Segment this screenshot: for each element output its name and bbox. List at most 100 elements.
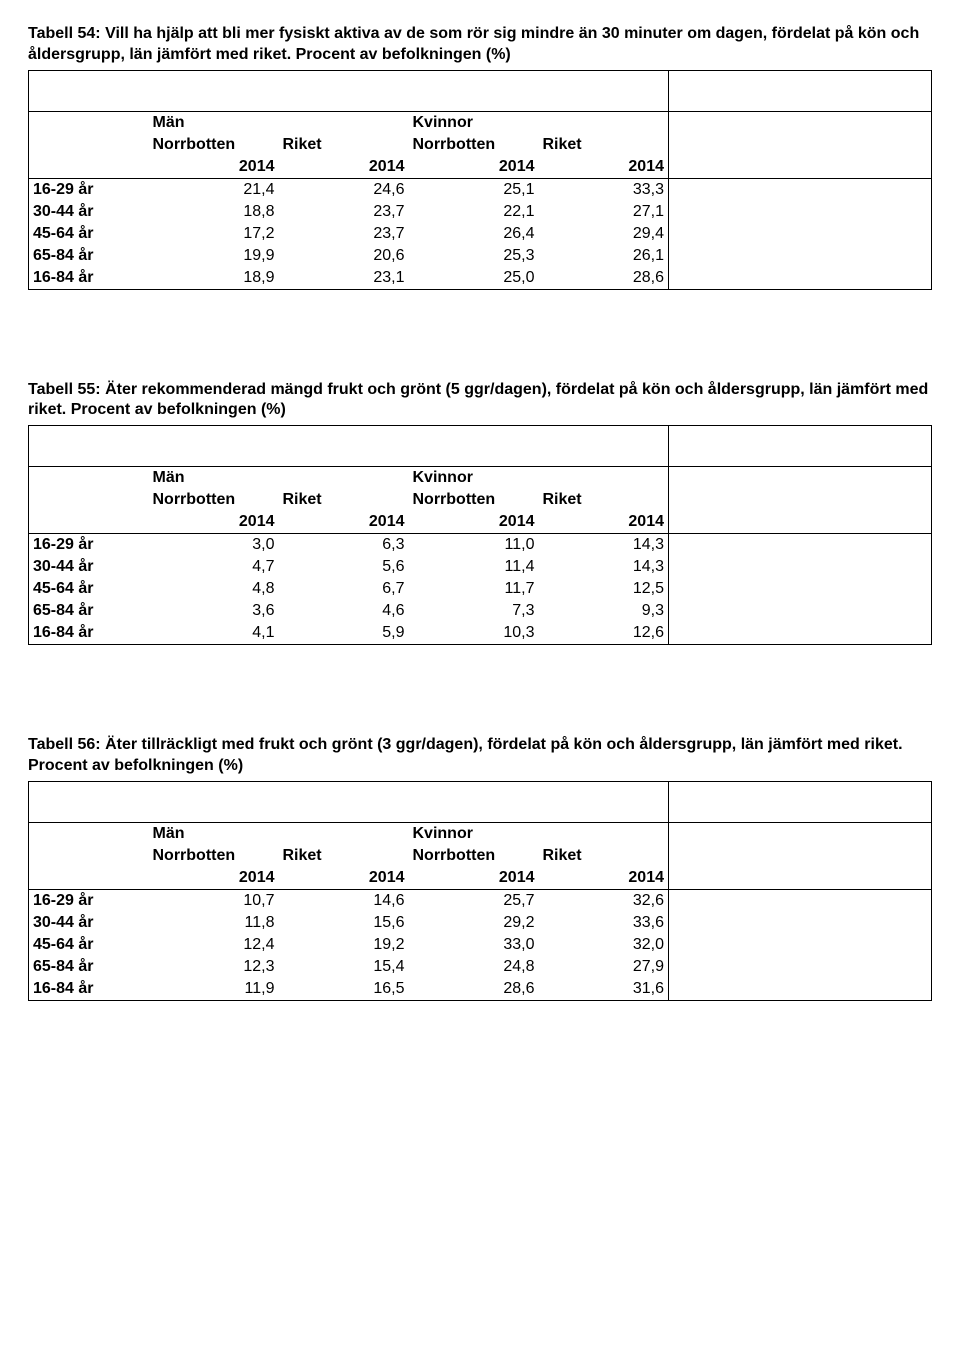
data-cell: 4,1 [149, 622, 279, 645]
data-cell: 33,6 [539, 912, 669, 934]
data-cell: 20,6 [279, 245, 409, 267]
gender-header-women: Kvinnor [409, 111, 669, 134]
table-caption: Tabell 54: Vill ha hjälp att bli mer fys… [28, 24, 932, 66]
age-group-label: 65-84 år [29, 600, 149, 622]
header-spacer [29, 426, 149, 467]
data-cell: 26,4 [409, 223, 539, 245]
data-cell: 23,1 [279, 267, 409, 290]
data-cell: 14,3 [539, 534, 669, 557]
data-cell: 14,6 [279, 889, 409, 912]
gap-cell [669, 622, 932, 645]
gap-cell [669, 489, 932, 511]
year-header: 2014 [409, 511, 539, 534]
gap-cell [669, 178, 932, 201]
row-label-empty [29, 822, 149, 845]
data-cell: 25,7 [409, 889, 539, 912]
data-cell: 7,3 [409, 600, 539, 622]
region-header: Norrbotten [149, 134, 279, 156]
data-cell: 4,6 [279, 600, 409, 622]
region-header: Norrbotten [409, 489, 539, 511]
row-label-empty [29, 134, 149, 156]
row-label-empty [29, 845, 149, 867]
gender-header-men: Män [149, 111, 409, 134]
year-header: 2014 [409, 156, 539, 179]
gap-cell [669, 578, 932, 600]
data-cell: 12,5 [539, 578, 669, 600]
data-cell: 6,3 [279, 534, 409, 557]
gender-header-women: Kvinnor [409, 467, 669, 490]
header-spacer [29, 70, 149, 111]
gap-cell [669, 223, 932, 245]
data-table: MänKvinnorNorrbottenRiketNorrbottenRiket… [28, 70, 932, 290]
data-cell: 33,3 [539, 178, 669, 201]
year-header: 2014 [409, 867, 539, 890]
gap-cell [669, 600, 932, 622]
row-label-empty [29, 489, 149, 511]
data-cell: 32,0 [539, 934, 669, 956]
region-header: Norrbotten [149, 845, 279, 867]
data-cell: 12,4 [149, 934, 279, 956]
gap-cell [669, 111, 932, 134]
region-header: Norrbotten [409, 845, 539, 867]
row-label-empty [29, 467, 149, 490]
header-spacer [149, 781, 669, 822]
gap-cell [669, 511, 932, 534]
data-cell: 25,0 [409, 267, 539, 290]
data-cell: 29,4 [539, 223, 669, 245]
year-header: 2014 [539, 867, 669, 890]
year-header: 2014 [279, 867, 409, 890]
data-cell: 21,4 [149, 178, 279, 201]
data-cell: 24,6 [279, 178, 409, 201]
table-block: Tabell 56: Äter tillräckligt med frukt o… [28, 735, 932, 1001]
year-header: 2014 [279, 511, 409, 534]
gap-cell [669, 912, 932, 934]
age-group-label: 16-84 år [29, 267, 149, 290]
data-cell: 11,8 [149, 912, 279, 934]
data-cell: 33,0 [409, 934, 539, 956]
age-group-label: 16-29 år [29, 534, 149, 557]
row-label-empty [29, 867, 149, 890]
data-cell: 16,5 [279, 978, 409, 1001]
row-label-empty [29, 111, 149, 134]
data-cell: 17,2 [149, 223, 279, 245]
header-spacer [29, 781, 149, 822]
region-header: Riket [279, 845, 409, 867]
data-cell: 11,0 [409, 534, 539, 557]
year-header: 2014 [279, 156, 409, 179]
region-header: Norrbotten [149, 489, 279, 511]
gender-header-men: Män [149, 822, 409, 845]
table-caption: Tabell 55: Äter rekommenderad mängd fruk… [28, 380, 932, 422]
data-cell: 32,6 [539, 889, 669, 912]
gap-cell [669, 134, 932, 156]
data-cell: 10,3 [409, 622, 539, 645]
gap-cell [669, 956, 932, 978]
region-header: Riket [279, 489, 409, 511]
table-block: Tabell 54: Vill ha hjälp att bli mer fys… [28, 24, 932, 290]
gap-cell [669, 156, 932, 179]
table-caption: Tabell 56: Äter tillräckligt med frukt o… [28, 735, 932, 777]
gap-cell [669, 556, 932, 578]
region-header: Norrbotten [409, 134, 539, 156]
age-group-label: 65-84 år [29, 956, 149, 978]
data-cell: 12,6 [539, 622, 669, 645]
data-cell: 24,8 [409, 956, 539, 978]
data-cell: 28,6 [409, 978, 539, 1001]
header-spacer [669, 70, 932, 111]
data-cell: 11,7 [409, 578, 539, 600]
header-spacer [669, 426, 932, 467]
data-cell: 18,8 [149, 201, 279, 223]
age-group-label: 65-84 år [29, 245, 149, 267]
age-group-label: 45-64 år [29, 223, 149, 245]
data-cell: 11,9 [149, 978, 279, 1001]
age-group-label: 45-64 år [29, 578, 149, 600]
data-cell: 27,9 [539, 956, 669, 978]
year-header: 2014 [539, 156, 669, 179]
header-spacer [149, 70, 669, 111]
data-cell: 5,9 [279, 622, 409, 645]
data-cell: 18,9 [149, 267, 279, 290]
gap-cell [669, 245, 932, 267]
age-group-label: 16-29 år [29, 178, 149, 201]
region-header: Riket [539, 134, 669, 156]
data-cell: 19,2 [279, 934, 409, 956]
data-cell: 22,1 [409, 201, 539, 223]
